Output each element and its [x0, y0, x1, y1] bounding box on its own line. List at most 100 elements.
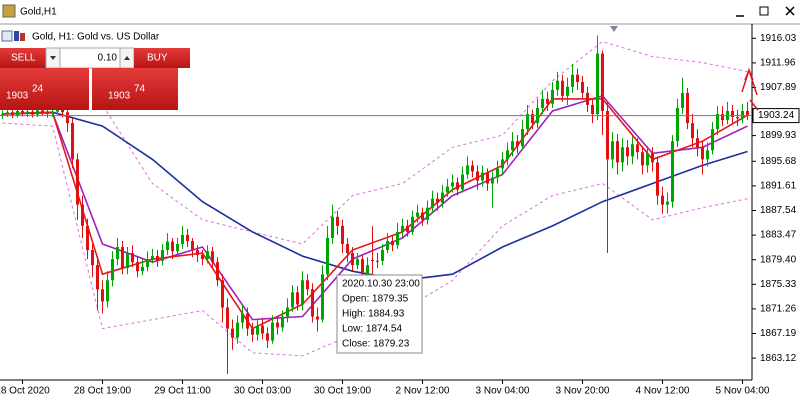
panel-icon — [14, 31, 19, 41]
x-tick-label: 3 Nov 04:00 — [476, 386, 530, 397]
candle-body — [471, 165, 474, 172]
tooltip-line: Open: 1879.35 — [342, 294, 409, 305]
candle-body — [466, 165, 469, 175]
y-tick-label: 1895.68 — [760, 156, 797, 167]
title-bar — [0, 0, 800, 24]
candle-body — [651, 153, 654, 163]
candle-body — [261, 325, 264, 334]
candle-body — [566, 86, 569, 96]
indicator-line — [2, 111, 748, 282]
x-tick-label: 28 Oct 2020 — [0, 386, 50, 397]
candle-body — [551, 89, 554, 104]
candle-body — [341, 225, 344, 244]
candle-body — [256, 325, 259, 335]
sell-label[interactable]: SELL — [11, 53, 36, 64]
x-tick-label: 30 Oct 19:00 — [314, 386, 372, 397]
candle-body — [276, 322, 279, 328]
buy-price-digits[interactable]: 74 — [134, 84, 146, 95]
tooltip-box — [336, 274, 423, 354]
arrow-annotation — [741, 67, 758, 96]
candle-body — [511, 141, 514, 151]
candle-body — [736, 117, 739, 119]
close-button[interactable] — [785, 6, 795, 16]
candle-body — [616, 141, 619, 163]
candle-body — [251, 328, 254, 335]
y-tick-label: 1863.12 — [760, 353, 797, 364]
tooltip-line: Close: 1879.23 — [342, 339, 410, 350]
candle-body — [581, 81, 584, 93]
buy-price-button[interactable] — [92, 68, 178, 110]
indicator-line — [2, 122, 748, 357]
candle-body — [366, 265, 369, 275]
candle-body — [11, 112, 14, 116]
candle-body — [131, 253, 134, 263]
arrow-annotation — [749, 99, 759, 111]
candle-body — [406, 225, 409, 232]
volume-value[interactable]: 0.10 — [98, 53, 118, 64]
y-tick-label: 1875.33 — [760, 279, 797, 290]
sell-price-button[interactable] — [0, 68, 89, 110]
tooltip-line: High: 1884.93 — [342, 309, 405, 320]
plot-area — [0, 35, 752, 374]
tooltip-line: Low: 1874.54 — [342, 324, 402, 335]
candle-body — [121, 247, 124, 269]
x-tick-label: 3 Nov 20:00 — [556, 386, 610, 397]
candle-body — [731, 111, 734, 118]
candle-body — [151, 256, 154, 260]
candle-body — [661, 195, 664, 205]
candle-body — [66, 112, 69, 124]
candle-body — [401, 225, 404, 232]
window-title: Gold,H1 — [20, 7, 57, 18]
candle-body — [196, 250, 199, 255]
candle-body — [461, 174, 464, 190]
candle-body — [216, 262, 219, 281]
candle-body — [76, 159, 79, 205]
candle-body — [586, 92, 589, 105]
panel-icon — [20, 33, 25, 41]
x-tick-label: 29 Oct 11:00 — [154, 386, 211, 397]
candle-body — [496, 168, 499, 178]
candle-body — [31, 111, 34, 115]
candle-body — [26, 111, 29, 114]
sell-price-digits[interactable]: 24 — [32, 84, 44, 95]
maximize-button[interactable] — [759, 6, 769, 16]
candle-body — [306, 280, 309, 290]
candle-body — [626, 147, 629, 157]
y-tick-label: 1907.89 — [760, 82, 797, 93]
buy-label[interactable]: BUY — [147, 53, 168, 64]
candle-body — [81, 204, 84, 226]
window-icon — [2, 4, 16, 18]
candle-body — [716, 114, 719, 130]
up-arrow — [124, 56, 130, 60]
candle-body — [556, 80, 559, 90]
candle-body — [61, 109, 64, 113]
candle-body — [231, 328, 234, 338]
candle-body — [326, 237, 329, 275]
candle-body — [311, 289, 314, 317]
x-tick-label: 28 Oct 19:00 — [74, 386, 132, 397]
candle-body — [636, 144, 639, 153]
candle-body — [101, 289, 104, 302]
candle-body — [191, 240, 194, 251]
y-tick-label: 1891.61 — [760, 181, 797, 192]
candle-body — [561, 80, 564, 96]
buy-button[interactable] — [134, 48, 190, 68]
y-tick-label: 1883.47 — [760, 230, 797, 241]
candle-body — [746, 111, 749, 116]
candle-body — [221, 280, 224, 308]
candle-body — [346, 243, 349, 254]
sell-button[interactable] — [0, 48, 46, 68]
candle-body — [111, 259, 114, 281]
candle-body — [491, 177, 494, 184]
candle-body — [46, 112, 49, 115]
candle-body — [676, 107, 679, 142]
buy-price-prefix[interactable]: 1903 — [108, 91, 131, 102]
candle-body — [356, 259, 359, 266]
sell-price-prefix[interactable]: 1903 — [6, 91, 29, 102]
candle-body — [576, 74, 579, 82]
candle-body — [436, 198, 439, 203]
candle-body — [56, 109, 59, 112]
candle-body — [206, 251, 209, 260]
candle-body — [371, 260, 374, 262]
